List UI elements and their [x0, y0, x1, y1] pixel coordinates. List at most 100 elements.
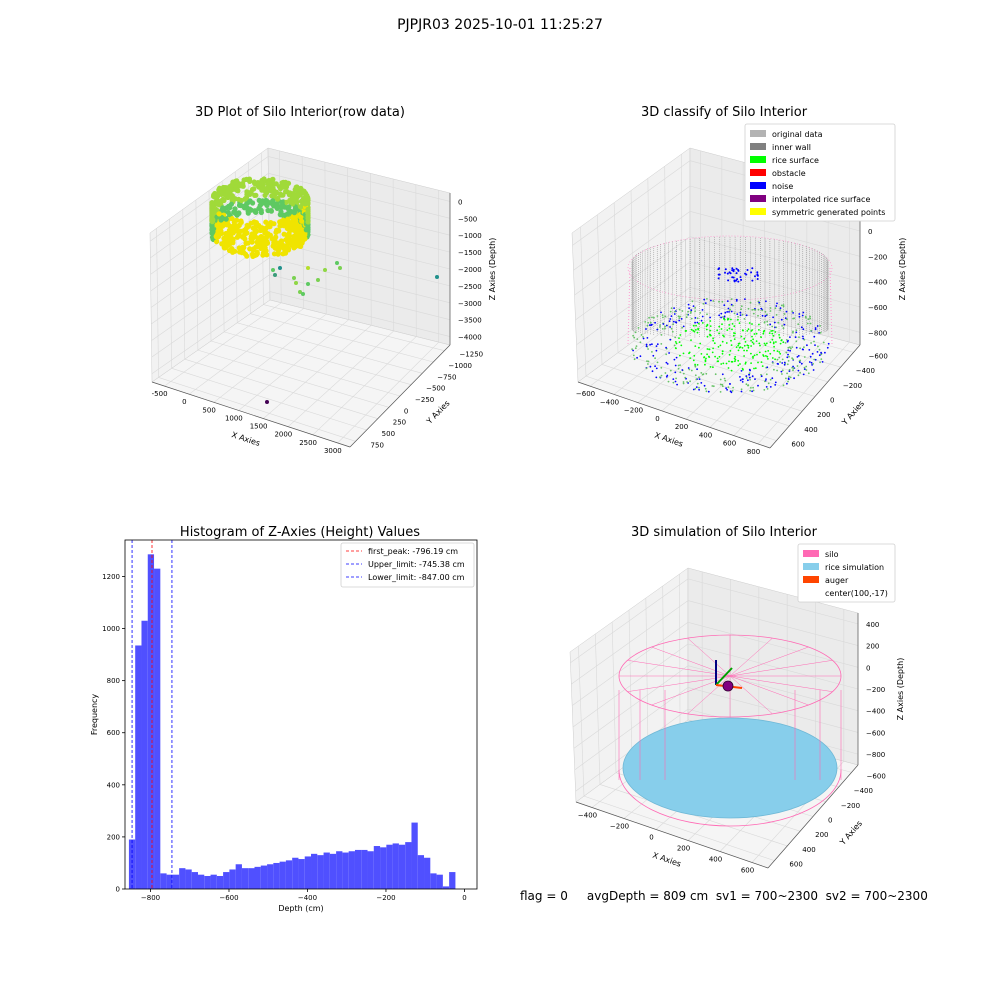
legend-swatch — [803, 576, 819, 583]
data-point — [811, 352, 814, 355]
data-point — [646, 360, 648, 362]
data-point — [656, 343, 659, 346]
y-tick-label: 600 — [789, 861, 802, 869]
data-point — [291, 233, 297, 240]
data-point — [814, 358, 817, 361]
histogram-bar — [223, 872, 230, 889]
histogram-bar — [392, 843, 399, 889]
x-tick-label: 400 — [699, 431, 712, 439]
data-point — [781, 373, 783, 375]
data-point — [808, 349, 811, 351]
noise-point — [724, 268, 727, 271]
y-tick-label: 0 — [828, 817, 832, 825]
data-point — [338, 266, 342, 270]
data-point — [665, 324, 668, 327]
data-point — [669, 326, 671, 328]
data-point — [297, 243, 303, 249]
x-tick-label: 200 — [677, 845, 690, 853]
data-point — [763, 329, 766, 332]
legend-label: interpolated rice surface — [772, 195, 870, 204]
data-point — [678, 308, 681, 311]
grid-line — [150, 206, 269, 292]
z-tick-label: −200 — [868, 253, 887, 261]
noise-point — [751, 279, 754, 282]
y-axis-line — [349, 344, 451, 448]
data-point — [775, 305, 778, 307]
grid-line — [171, 368, 367, 431]
data-point — [712, 300, 715, 302]
data-point — [809, 317, 812, 320]
data-point — [701, 373, 704, 376]
data-point — [822, 341, 825, 344]
data-point — [809, 355, 812, 358]
data-point — [704, 359, 707, 362]
data-point — [763, 389, 766, 391]
data-point — [692, 305, 695, 307]
z-tick-label: 0 — [866, 664, 870, 672]
x-axis-label: X Axies — [653, 431, 684, 449]
data-point — [776, 362, 779, 365]
histogram-bar — [141, 620, 148, 889]
data-point — [765, 355, 767, 357]
data-point — [716, 329, 719, 332]
grid-line — [151, 291, 271, 374]
data-point — [732, 334, 735, 337]
y-tick-label: −600 — [869, 352, 888, 360]
data-point — [210, 217, 216, 223]
z-tick-label: −3000 — [458, 300, 482, 308]
grid-line — [263, 304, 445, 351]
histogram-bar — [204, 875, 211, 889]
data-point — [670, 315, 673, 317]
silo-roof-line — [729, 675, 833, 692]
data-point — [796, 356, 799, 358]
data-point — [789, 346, 791, 349]
data-point — [672, 378, 675, 380]
histogram-bar — [191, 872, 198, 889]
data-point — [798, 315, 801, 318]
data-point — [236, 232, 242, 238]
data-point — [824, 351, 826, 354]
data-point — [809, 315, 811, 318]
data-point — [702, 302, 705, 305]
data-point — [224, 205, 230, 211]
data-point — [718, 300, 720, 303]
data-point — [713, 342, 716, 345]
data-point — [670, 307, 673, 310]
grid-line — [687, 643, 859, 690]
data-point — [774, 326, 776, 329]
legend-label: Lower_limit: -847.00 cm — [368, 573, 465, 582]
data-point — [739, 314, 742, 316]
y-tick-label: −400 — [854, 787, 873, 795]
data-point — [783, 323, 786, 326]
data-point — [789, 336, 791, 338]
legend-box — [797, 543, 896, 603]
data-point — [773, 368, 775, 371]
histogram-bar — [398, 844, 406, 889]
data-point — [773, 349, 775, 352]
data-point — [687, 310, 689, 313]
data-point — [279, 242, 285, 248]
data-point — [720, 363, 723, 365]
chart-title: Histogram of Z-Axies (Height) Values — [180, 525, 420, 540]
data-point — [692, 388, 695, 391]
legend-swatch — [803, 563, 819, 570]
data-point — [700, 372, 703, 374]
data-point — [706, 323, 709, 326]
histogram-bar — [179, 868, 186, 889]
data-point — [674, 380, 677, 383]
data-point — [673, 313, 676, 315]
data-point — [696, 317, 699, 320]
data-point — [654, 365, 656, 368]
data-point — [787, 380, 789, 383]
data-point — [787, 360, 790, 362]
data-point — [792, 312, 794, 314]
data-point — [632, 354, 635, 357]
data-point — [238, 219, 244, 225]
data-point — [712, 337, 714, 340]
data-point — [765, 373, 768, 376]
x-tick-label: 0 — [182, 398, 186, 406]
x-tick-label: 600 — [723, 440, 736, 448]
y-tick-label: −200 — [843, 382, 862, 390]
data-point — [787, 346, 790, 349]
data-point — [666, 363, 669, 365]
